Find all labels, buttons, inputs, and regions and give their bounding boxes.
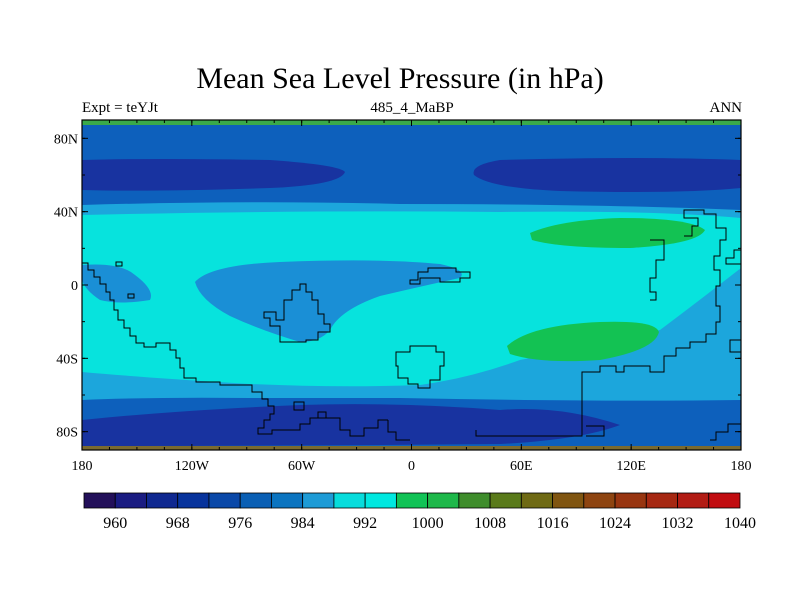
x-tick-label: 180 [72, 459, 93, 474]
period-label: 485_4_MaBP [370, 100, 454, 116]
colorbar-swatch [708, 492, 741, 509]
chart-title: Mean Sea Level Pressure (in hPa) [196, 62, 604, 95]
y-tick-label: 40S [56, 352, 78, 367]
colorbar-swatch [614, 492, 647, 509]
season-label: ANN [709, 100, 743, 116]
colorbar-swatch [333, 492, 366, 509]
colorbar-swatch [208, 492, 241, 509]
coastlines [82, 209, 741, 441]
colorbar-swatch [552, 492, 585, 509]
colorbar-swatch [271, 492, 304, 509]
y-tick-label: 0 [71, 279, 78, 294]
colorbar-label: 968 [166, 515, 190, 532]
y-tick-label: 40N [54, 206, 78, 221]
colorbar-label: 1024 [599, 515, 631, 532]
colorbar [83, 492, 741, 509]
colorbar-label: 960 [103, 515, 127, 532]
colorbar-label: 984 [291, 515, 315, 532]
colorbar-swatch [645, 492, 678, 509]
x-tick-label: 60E [510, 459, 533, 474]
colorbar-swatch [83, 492, 116, 509]
colorbar-swatch [395, 492, 429, 509]
x-axis-ticks [81, 120, 742, 450]
y-axis-labels: 80N 40N 0 40S 80S [54, 132, 78, 440]
y-tick-label: 80N [54, 132, 78, 147]
colorbar-swatch [427, 492, 460, 509]
equatorial-low-west [195, 260, 462, 342]
colorbar-swatch [458, 492, 491, 509]
x-tick-label: 180 [731, 459, 752, 474]
x-tick-label: 0 [408, 459, 415, 474]
colorbar-swatch [177, 492, 210, 509]
colorbar-swatch [146, 492, 179, 509]
north-deep-low-east [473, 158, 741, 192]
colorbar-swatch [677, 492, 710, 509]
experiment-label: Expt = teYJt [82, 100, 158, 116]
north-deep-low-west [82, 159, 345, 191]
colorbar-swatch [364, 492, 397, 509]
colorbar-swatch [489, 492, 522, 509]
colorbar-swatch [520, 492, 553, 509]
colorbar-label: 1016 [537, 515, 569, 532]
contour-fill [82, 120, 741, 450]
colorbar-swatch [302, 492, 335, 509]
colorbar-label: 1032 [662, 515, 694, 532]
colorbar-label: 992 [353, 515, 377, 532]
x-tick-label: 120E [616, 459, 646, 474]
colorbar-label: 1040 [724, 515, 756, 532]
western-low-patch [82, 264, 151, 303]
x-axis-labels: 180 120W 60W 0 60E 120E 180 [72, 459, 752, 474]
colorbar-swatch [583, 492, 616, 509]
colorbar-swatch [114, 492, 147, 509]
x-tick-label: 60W [288, 459, 316, 474]
y-tick-label: 80S [56, 426, 78, 441]
colorbar-label: 976 [228, 515, 252, 532]
colorbar-swatch [239, 492, 272, 509]
x-tick-label: 120W [175, 459, 210, 474]
southern-high-center [507, 321, 659, 362]
colorbar-labels: 960 968 976 984 992 1000 1008 1016 1024 1032 1040 [103, 515, 756, 532]
colorbar-label: 1008 [474, 515, 506, 532]
y-axis-ticks [82, 137, 741, 433]
colorbar-label: 1000 [412, 515, 444, 532]
